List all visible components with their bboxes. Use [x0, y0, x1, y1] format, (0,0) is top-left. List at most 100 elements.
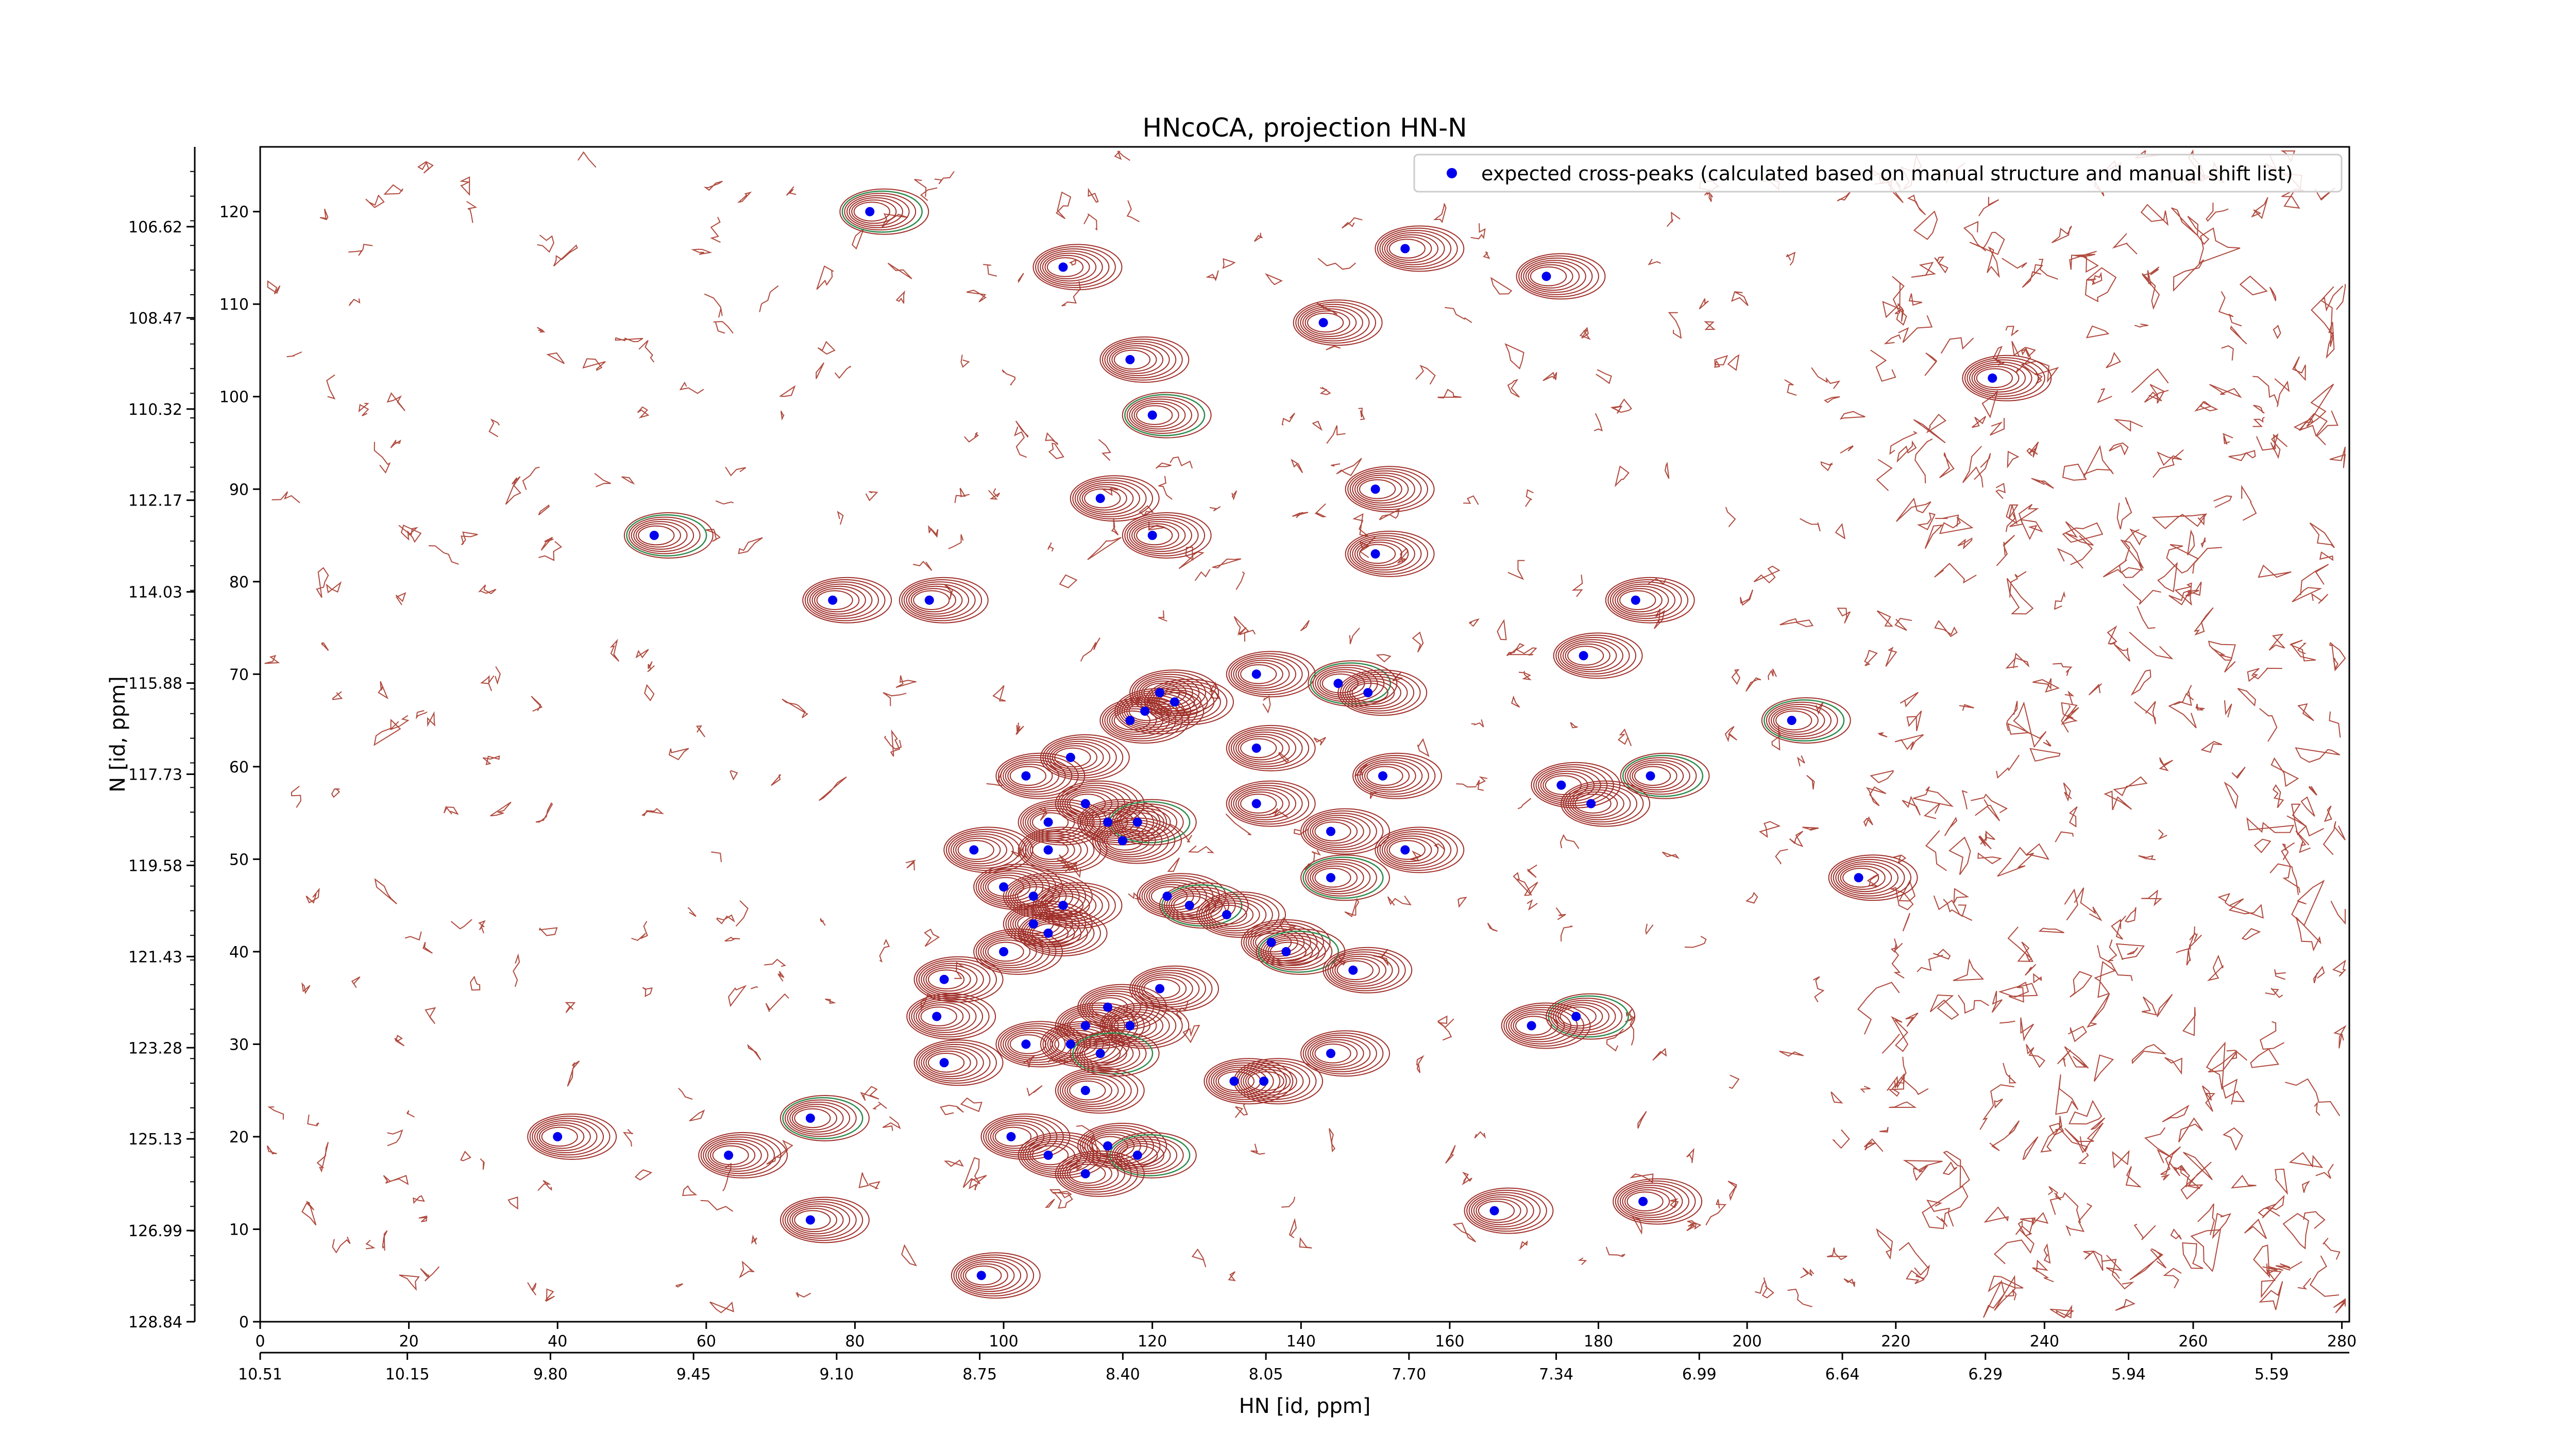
- noise-contour: [1933, 895, 1973, 921]
- noise-contour: [1342, 217, 1363, 229]
- noise-contour: [1518, 671, 1532, 681]
- peak-contour: [1305, 858, 1377, 897]
- peak-contour: [955, 1256, 1028, 1294]
- noise-contour: [2297, 643, 2307, 654]
- peak-contour: [1005, 761, 1060, 790]
- y-ppm-tick-label: 112.17: [128, 492, 182, 510]
- cross-peak-point: [1363, 688, 1373, 698]
- noise-contour: [2321, 285, 2344, 312]
- noise-contour: [2121, 562, 2143, 578]
- noise-contour: [2180, 1165, 2190, 1178]
- noise-contour: [1705, 1199, 1727, 1226]
- peak-contour: [1159, 882, 1249, 929]
- noise-contour: [1158, 476, 1173, 500]
- noise-contour: [2212, 1212, 2231, 1239]
- peak-contour: [965, 1265, 1002, 1286]
- peak-contour: [1354, 755, 1436, 797]
- noise-contour: [2300, 796, 2315, 817]
- noise-contour: [537, 234, 554, 253]
- noise-contour: [860, 1086, 879, 1101]
- peak-contour: [1771, 706, 1825, 735]
- noise-contour: [1882, 1034, 1900, 1054]
- noise-contour: [778, 385, 796, 397]
- peak-contour: [1310, 817, 1364, 846]
- noise-contour: [1474, 1131, 1486, 1139]
- cross-peak-point: [805, 1215, 815, 1225]
- noise-contour: [2106, 1255, 2123, 1279]
- x-index-tick-label: 40: [548, 1333, 567, 1351]
- x-index-tick-label: 200: [1732, 1333, 1761, 1351]
- cross-peak-point: [1147, 410, 1157, 420]
- noise-contour: [301, 1201, 317, 1226]
- cross-peak-point: [1281, 947, 1291, 956]
- peak-contour: [1560, 639, 1623, 672]
- peak-contour: [1503, 1004, 1585, 1047]
- noise-contour: [1313, 737, 1326, 746]
- noise-contour: [1155, 462, 1172, 469]
- peak-contour: [1605, 577, 1695, 624]
- noise-contour: [1911, 262, 1936, 278]
- cross-peak-point: [1556, 780, 1566, 790]
- peak-contour: [1081, 1041, 1127, 1066]
- noise-contour: [2032, 1259, 2054, 1283]
- noise-contour: [738, 537, 763, 554]
- noise-contour: [2097, 388, 2112, 403]
- noise-contour: [1989, 418, 2005, 436]
- noise-contour: [2158, 829, 2167, 840]
- noise-contour: [1437, 1015, 1448, 1029]
- noise-contour: [1666, 211, 1681, 227]
- noise-contour: [2107, 625, 2117, 645]
- x-index-tick-label: 280: [2327, 1333, 2357, 1351]
- noise-contour: [2241, 928, 2261, 940]
- noise-contour: [1863, 1138, 1884, 1152]
- noise-contour: [964, 432, 979, 443]
- noise-contour: [1997, 847, 2035, 877]
- noise-contour: [2306, 383, 2334, 427]
- noise-contour: [615, 337, 643, 343]
- noise-contour: [895, 290, 906, 304]
- noise-contour: [2125, 1166, 2142, 1188]
- noise-contour: [1837, 608, 1851, 624]
- noise-contour: [2333, 1298, 2346, 1313]
- noise-contour: [1780, 618, 1814, 628]
- noise-contour: [2064, 1046, 2089, 1069]
- noise-contour: [1191, 1248, 1207, 1268]
- noise-contour: [2258, 564, 2292, 578]
- noise-contour: [1870, 770, 1894, 783]
- noise-contour: [2211, 648, 2236, 673]
- peak-contour: [1619, 590, 1656, 610]
- noise-contour: [2112, 1150, 2130, 1169]
- noise-contour: [2170, 1228, 2182, 1240]
- noise-contour: [1015, 722, 1024, 735]
- peak-contour: [638, 525, 675, 546]
- noise-contour: [2336, 284, 2346, 310]
- noise-contour: [2026, 1044, 2045, 1068]
- noise-contour: [2164, 1057, 2182, 1075]
- peak-contour: [844, 193, 917, 231]
- peak-contour: [839, 188, 929, 235]
- noise-contour: [1908, 293, 1923, 306]
- noise-contour: [2207, 954, 2224, 982]
- noise-contour: [1637, 1111, 1647, 1129]
- cross-peak-point: [1251, 669, 1261, 679]
- noise-contour: [2303, 1211, 2326, 1229]
- noise-contour: [716, 914, 735, 924]
- noise-contour: [1281, 413, 1295, 426]
- noise-contour: [417, 161, 434, 174]
- peak-contour: [1305, 1035, 1377, 1072]
- peak-contour: [1342, 673, 1415, 712]
- noise-contour: [1470, 223, 1486, 240]
- peak-contour: [1525, 262, 1580, 291]
- noise-contour: [1929, 995, 1959, 1020]
- peak-contour: [1240, 664, 1277, 684]
- cross-peak-point: [805, 1114, 815, 1123]
- noise-contour: [1437, 389, 1462, 399]
- noise-contour: [2017, 941, 2034, 962]
- noise-contour: [1885, 646, 1897, 667]
- noise-contour: [668, 748, 689, 761]
- noise-contour: [696, 725, 706, 737]
- noise-contour: [2174, 582, 2192, 606]
- peak-contour: [809, 583, 873, 617]
- peak-contour: [923, 965, 978, 994]
- noise-contour: [1857, 982, 1900, 1035]
